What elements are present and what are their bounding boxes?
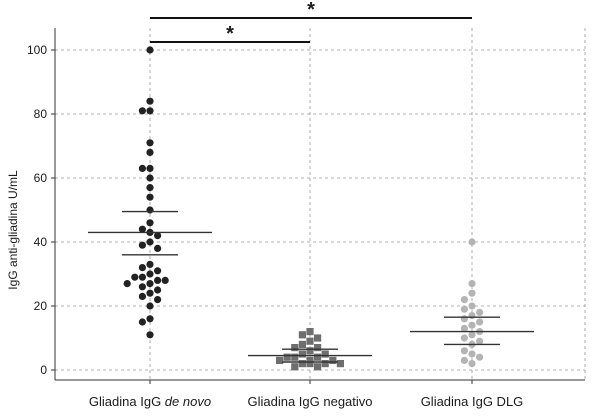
y-tick-label: 100 — [27, 43, 47, 57]
data-point — [154, 276, 162, 284]
data-point — [146, 107, 154, 115]
data-point — [298, 340, 306, 348]
data-point — [468, 321, 476, 329]
data-point — [146, 331, 154, 339]
data-point — [314, 353, 322, 361]
data-point — [306, 337, 314, 345]
data-point — [161, 276, 169, 284]
data-point — [146, 270, 154, 278]
data-point — [468, 360, 476, 368]
data-point — [298, 360, 306, 368]
data-point — [146, 289, 154, 297]
x-tick-label: Gliadina IgG DLG — [421, 394, 524, 409]
data-point — [146, 139, 154, 147]
data-point — [321, 350, 329, 358]
data-point — [314, 363, 322, 371]
data-point — [468, 350, 476, 358]
data-point — [146, 164, 154, 172]
x-tick-labels: Gliadina IgG de novo Gliadina IgG negativ… — [89, 394, 523, 409]
data-point — [146, 219, 154, 227]
data-point — [291, 353, 299, 361]
data-point — [154, 244, 162, 252]
data-point — [146, 280, 154, 288]
data-point — [321, 360, 329, 368]
data-point — [476, 318, 484, 326]
data-point — [291, 344, 299, 352]
data-point — [291, 363, 299, 371]
data-point — [460, 296, 468, 304]
data-point — [154, 286, 162, 294]
grid — [55, 28, 586, 380]
data-point — [146, 148, 154, 156]
y-tick-labels: 0 20 40 60 80 100 — [27, 43, 47, 377]
data-point — [306, 328, 314, 336]
data-point — [468, 289, 476, 297]
y-axis-label: IgG anti-gliadina U/mL — [6, 170, 20, 290]
data-point — [306, 360, 314, 368]
data-point — [146, 46, 154, 54]
data-point — [146, 238, 154, 246]
data-point — [460, 347, 468, 355]
data-point — [138, 107, 146, 115]
y-tick-label: 0 — [40, 363, 47, 377]
data-point — [468, 302, 476, 310]
data-point — [276, 356, 284, 364]
data-point — [468, 331, 476, 339]
data-point — [138, 292, 146, 300]
significance-star: * — [226, 23, 234, 45]
data-point — [283, 353, 291, 361]
data-point — [460, 315, 468, 323]
data-point — [329, 356, 337, 364]
data-point — [154, 232, 162, 240]
data-point — [146, 184, 154, 192]
axes — [51, 28, 585, 384]
significance-star: * — [307, 0, 315, 21]
data-point — [154, 267, 162, 275]
data-point — [146, 174, 154, 182]
data-point — [476, 308, 484, 316]
data-point — [468, 312, 476, 320]
y-tick-label: 80 — [34, 107, 48, 121]
mean-error-bars — [88, 210, 534, 363]
data-point — [146, 193, 154, 201]
data-point — [298, 331, 306, 339]
data-point — [476, 353, 484, 361]
y-tick-label: 60 — [34, 171, 48, 185]
data-point — [314, 344, 322, 352]
y-tick-label: 20 — [34, 299, 48, 313]
data-point — [460, 356, 468, 364]
data-point — [123, 280, 131, 288]
data-points — [123, 46, 484, 371]
significance-brackets: ** — [150, 0, 472, 45]
data-point — [131, 273, 139, 281]
data-point — [138, 241, 146, 249]
data-point — [468, 238, 476, 246]
data-point — [460, 305, 468, 313]
data-point — [306, 347, 314, 355]
data-point — [138, 273, 146, 281]
data-point — [138, 318, 146, 326]
data-point — [460, 324, 468, 332]
data-point — [146, 302, 154, 310]
data-point — [298, 350, 306, 358]
data-point — [154, 296, 162, 304]
data-point — [146, 260, 154, 268]
data-point — [476, 337, 484, 345]
data-point — [146, 315, 154, 323]
x-tick-label: Gliadina IgG negativo — [247, 394, 372, 409]
data-point — [314, 334, 322, 342]
data-point — [336, 360, 344, 368]
data-point — [460, 334, 468, 342]
data-point — [146, 206, 154, 214]
data-point — [146, 97, 154, 105]
data-point — [468, 280, 476, 288]
y-tick-label: 40 — [34, 235, 48, 249]
data-point — [138, 264, 146, 272]
data-point — [138, 225, 146, 233]
x-tick-label: Gliadina IgG de novo — [89, 394, 211, 409]
data-point — [138, 283, 146, 291]
data-point — [138, 164, 146, 172]
